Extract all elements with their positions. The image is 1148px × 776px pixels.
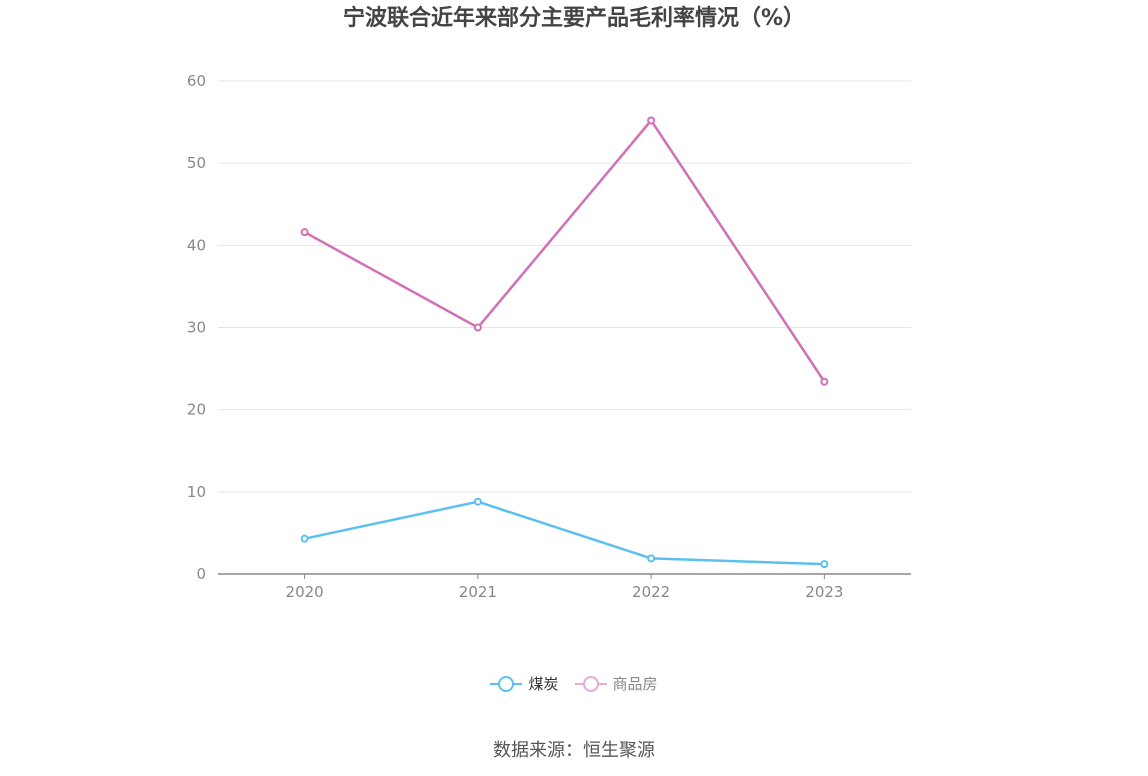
x-tick-label: 2022 — [632, 583, 670, 601]
axes — [218, 573, 911, 579]
legend-item-housing[interactable]: 商品房 — [574, 673, 658, 694]
data-point — [647, 116, 656, 125]
y-tick-label: 30 — [187, 319, 206, 337]
y-tick-label: 40 — [187, 236, 206, 254]
data-point — [300, 534, 309, 543]
y-tick-label: 10 — [187, 483, 206, 501]
legend-item-coal[interactable]: 煤炭 — [490, 673, 559, 694]
x-tick-label: 2021 — [459, 583, 497, 601]
data-point — [820, 560, 829, 569]
grid-lines — [218, 80, 911, 493]
series-line-1 — [303, 119, 826, 383]
series-lines — [300, 116, 829, 569]
y-tick-label: 0 — [196, 565, 206, 583]
y-tick-label: 50 — [187, 154, 206, 172]
data-point — [647, 554, 656, 563]
y-tick-label: 60 — [187, 72, 206, 90]
legend: 煤炭 商品房 — [0, 673, 1148, 694]
legend-marker-housing-icon — [574, 674, 607, 694]
legend-label-housing: 商品房 — [612, 675, 658, 693]
tick-labels: 0 10 20 30 40 50 60 2020 2021 2022 2023 — [187, 72, 844, 601]
data-source-note: 数据来源：恒生聚源 — [493, 740, 655, 761]
data-point — [300, 228, 309, 237]
series-line-0 — [303, 500, 826, 566]
y-tick-label: 20 — [187, 401, 206, 419]
data-point — [820, 377, 829, 386]
legend-marker-coal-icon — [490, 674, 523, 694]
legend-label-coal: 煤炭 — [528, 675, 559, 693]
data-point — [473, 497, 482, 506]
x-tick-label: 2020 — [286, 583, 324, 601]
chart-title: 宁波联合近年来部分主要产品毛利率情况（%） — [342, 6, 806, 31]
data-point — [473, 323, 482, 332]
x-tick-label: 2023 — [805, 583, 843, 601]
